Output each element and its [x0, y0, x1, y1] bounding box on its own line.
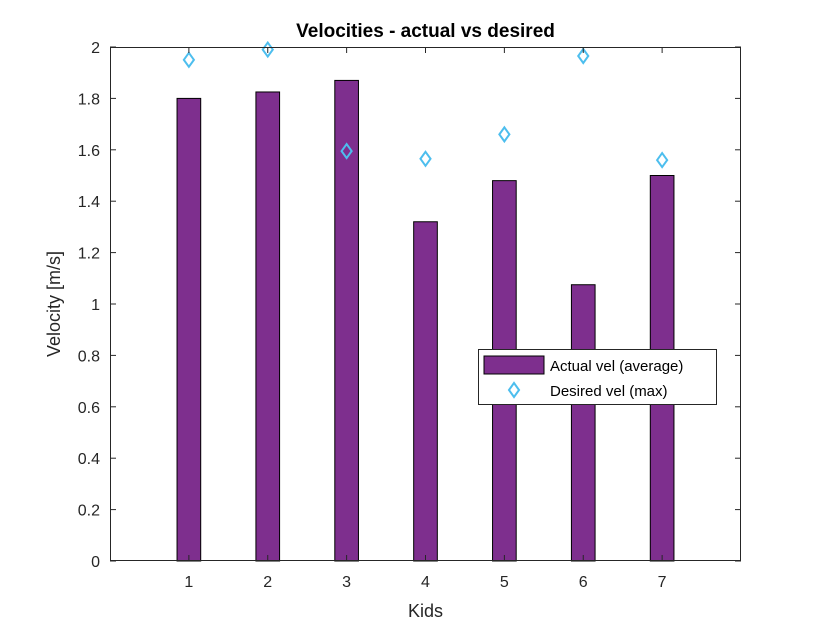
desired-marker-kid-7 [655, 151, 669, 169]
y-axis: 0 0.2 0.4 0.6 0.8 1 1.2 1.4 1.6 1.8 2 [78, 40, 741, 571]
legend-bar-swatch [483, 355, 545, 375]
y-tick-label: 0.2 [78, 503, 100, 520]
x-tick-label: 6 [579, 574, 588, 591]
x-tick-label: 7 [658, 574, 667, 591]
y-tick-label: 1 [91, 297, 100, 314]
desired-marker-kid-6 [576, 47, 590, 65]
legend-diamond-swatch [507, 381, 521, 399]
y-tick-label: 2 [91, 40, 100, 57]
y-tick-label: 1.4 [78, 194, 100, 211]
legend-entry-actual: Actual vel (average) [550, 358, 683, 375]
x-axis: 1 2 3 4 5 6 7 [184, 47, 667, 591]
desired-marker-kid-1 [182, 51, 196, 69]
x-tick-label: 2 [263, 574, 272, 591]
bar-kid-6 [570, 284, 596, 562]
desired-marker-kid-4 [419, 150, 432, 168]
x-axis-label: Kids [408, 601, 443, 621]
y-tick-label: 0.6 [78, 400, 100, 417]
bar-kid-1 [176, 97, 202, 562]
legend-entry-desired: Desired vel (max) [550, 383, 668, 400]
chart-title: Velocities - actual vs desired [296, 21, 555, 42]
legend: Actual vel (average) Desired vel (max) [478, 349, 717, 405]
y-tick-label: 0.4 [78, 451, 100, 468]
y-tick-label: 1.8 [78, 91, 100, 108]
bar-kid-3 [334, 79, 359, 562]
x-tick-label: 1 [184, 574, 193, 591]
x-tick-label: 4 [421, 574, 430, 591]
y-tick-label: 0 [91, 554, 100, 571]
x-tick-label: 5 [500, 574, 509, 591]
x-tick-label: 3 [342, 574, 351, 591]
desired-marker-kid-3 [340, 142, 353, 160]
y-tick-label: 1.2 [78, 246, 100, 263]
bar-kid-2 [255, 91, 281, 562]
bar-kid-4 [413, 221, 438, 562]
y-tick-label: 1.6 [78, 143, 100, 160]
desired-marker-kid-5 [498, 125, 511, 144]
y-axis-label: Velocity [m/s] [44, 251, 64, 357]
y-tick-label: 0.8 [78, 348, 100, 365]
